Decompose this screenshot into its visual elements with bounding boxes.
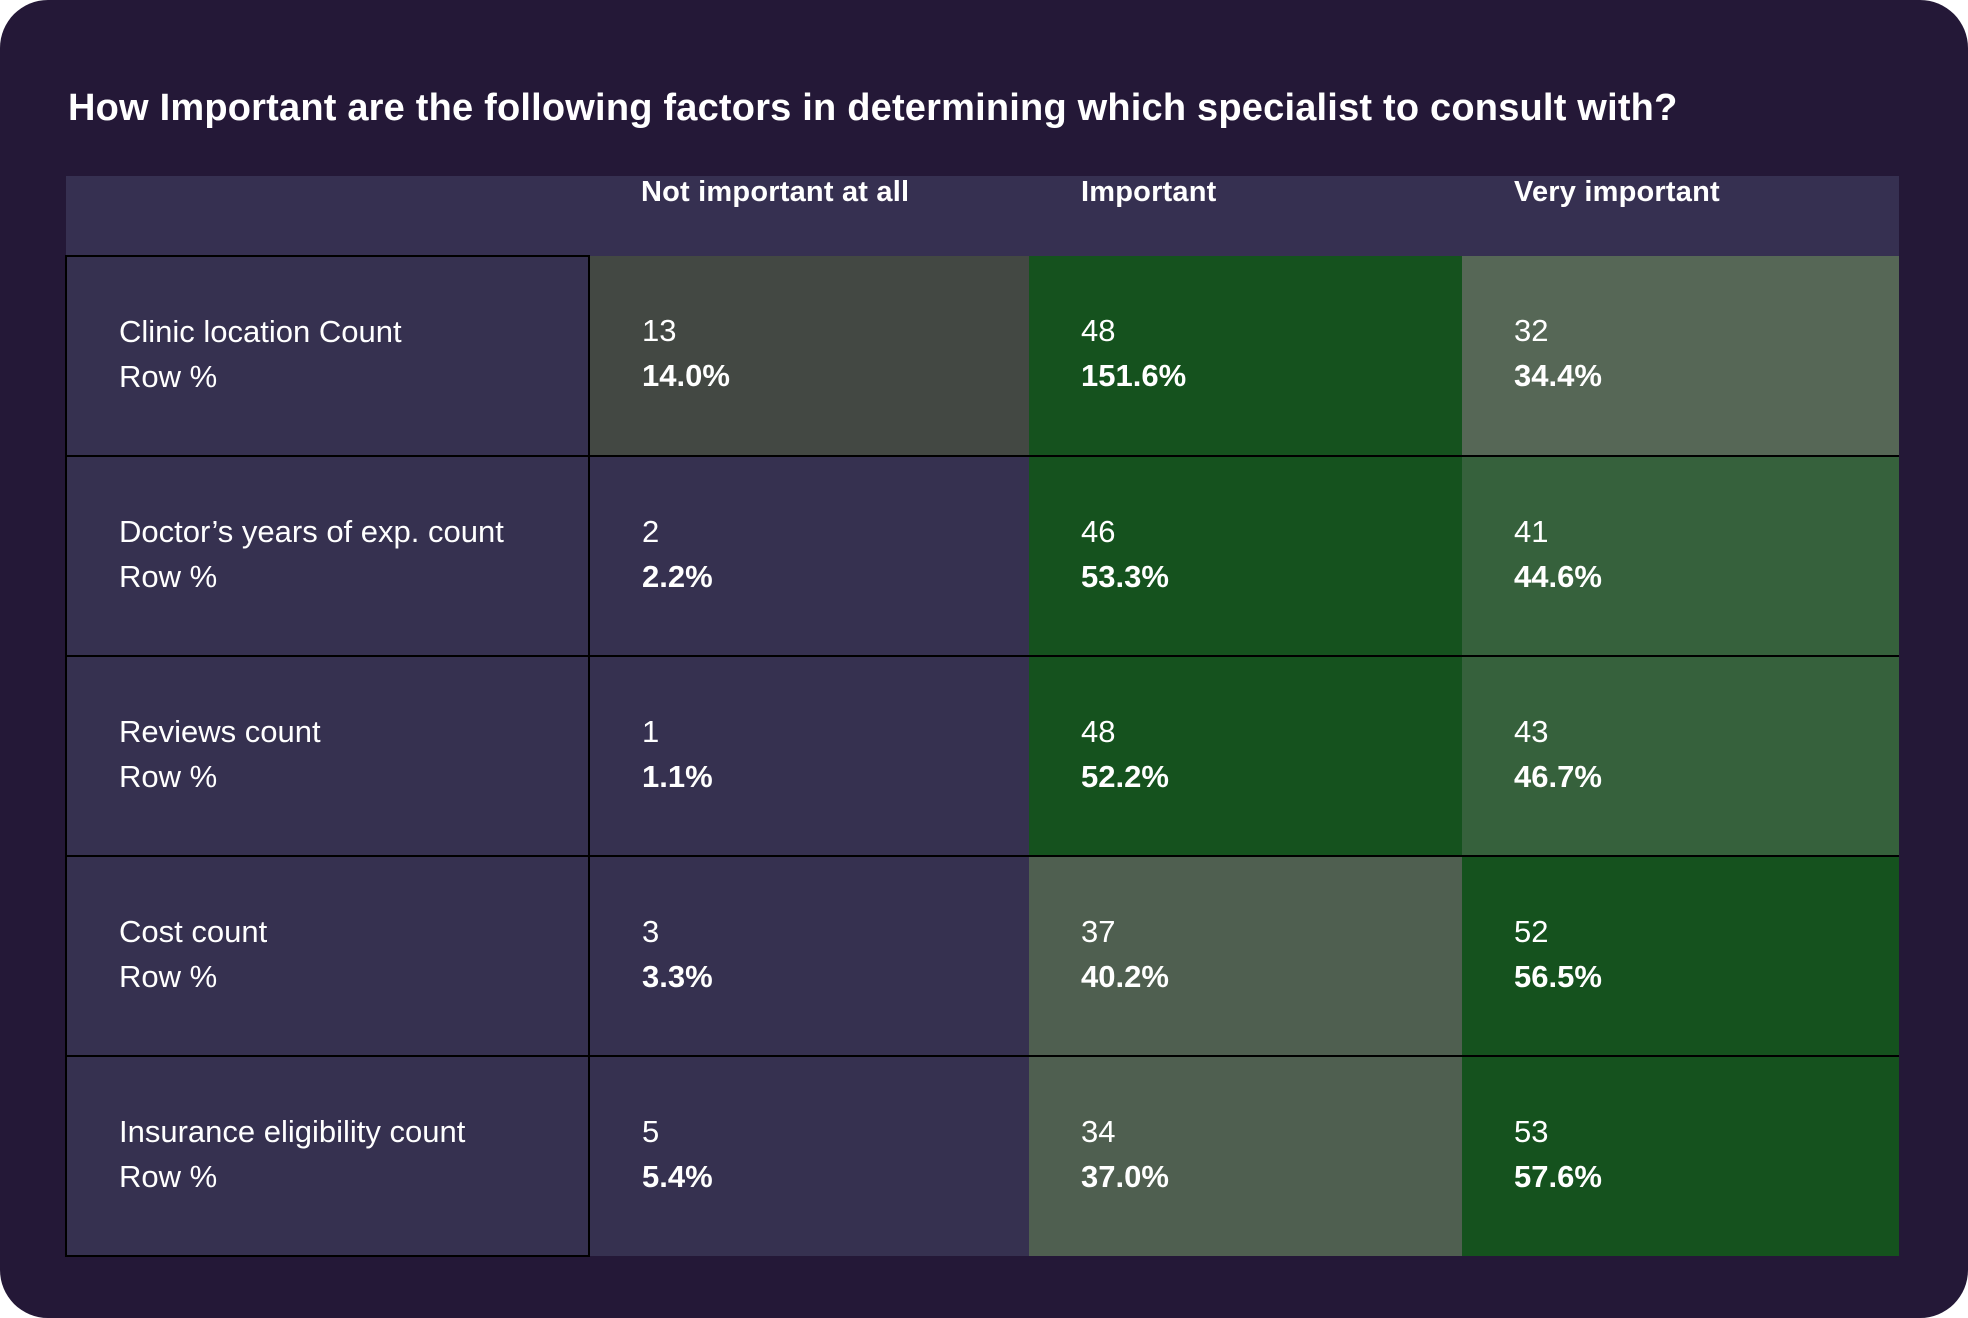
row-sublabel: Row % <box>119 959 218 994</box>
header-cell-not-important: Not important at all <box>589 176 1029 256</box>
cell-row-percent: 34.4% <box>1514 358 1602 393</box>
cell-row-percent: 5.4% <box>642 1159 713 1194</box>
header-row: Not important at all Important Very impo… <box>66 176 1899 256</box>
table-row: Clinic location Count Row % 13 14.0% 48 … <box>65 255 1899 457</box>
row-label-cell: Clinic location Count Row % <box>65 255 590 457</box>
table-row: Insurance eligibility count Row % 5 5.4%… <box>65 1055 1899 1257</box>
cell-row-percent: 46.7% <box>1514 759 1602 794</box>
cell-row-percent: 2.2% <box>642 559 713 594</box>
cell-row-percent: 1.1% <box>642 759 713 794</box>
cell-not-important: 5 5.4% <box>589 1056 1029 1256</box>
cell-count: 43 <box>1514 714 1549 749</box>
header-cell-important: Important <box>1029 176 1462 256</box>
cell-very-important: 52 56.5% <box>1462 856 1899 1057</box>
cell-row-percent: 40.2% <box>1081 959 1169 994</box>
cell-count: 48 <box>1081 313 1116 348</box>
cell-count: 46 <box>1081 514 1116 549</box>
cell-row-percent: 37.0% <box>1081 1159 1169 1194</box>
cell-important: 48 52.2% <box>1029 656 1462 857</box>
table-row: Doctor’s years of exp. count Row % 2 2.2… <box>65 455 1899 657</box>
cell-not-important: 2 2.2% <box>589 456 1029 657</box>
cell-count: 32 <box>1514 313 1549 348</box>
cell-important: 37 40.2% <box>1029 856 1462 1057</box>
row-sublabel: Row % <box>119 559 218 594</box>
row-label: Clinic location Count <box>119 314 402 349</box>
cell-important: 48 151.6% <box>1029 256 1462 457</box>
row-label-cell: Doctor’s years of exp. count Row % <box>65 455 590 657</box>
row-label-cell: Insurance eligibility count Row % <box>65 1055 590 1257</box>
cell-very-important: 41 44.6% <box>1462 456 1899 657</box>
cell-count: 53 <box>1514 1114 1549 1149</box>
cell-very-important: 53 57.6% <box>1462 1056 1899 1256</box>
row-label: Reviews count <box>119 714 321 749</box>
cell-very-important: 32 34.4% <box>1462 256 1899 457</box>
cell-important: 46 53.3% <box>1029 456 1462 657</box>
cell-not-important: 1 1.1% <box>589 656 1029 857</box>
cell-count: 48 <box>1081 714 1116 749</box>
cell-row-percent: 56.5% <box>1514 959 1602 994</box>
cell-row-percent: 44.6% <box>1514 559 1602 594</box>
cell-row-percent: 3.3% <box>642 959 713 994</box>
row-label: Insurance eligibility count <box>119 1114 466 1149</box>
survey-table-container: Not important at all Important Very impo… <box>65 176 1899 1257</box>
cell-important: 34 37.0% <box>1029 1056 1462 1256</box>
survey-results-table: Not important at all Important Very impo… <box>65 176 1899 1257</box>
cell-row-percent: 14.0% <box>642 358 730 393</box>
header-cell-very-important: Very important <box>1462 176 1899 256</box>
table-row: Cost count Row % 3 3.3% 37 40.2% 52 <box>65 855 1899 1057</box>
cell-row-percent: 53.3% <box>1081 559 1169 594</box>
cell-row-percent: 57.6% <box>1514 1159 1602 1194</box>
cell-count: 52 <box>1514 914 1549 949</box>
cell-not-important: 13 14.0% <box>589 256 1029 457</box>
cell-count: 37 <box>1081 914 1116 949</box>
cell-count: 1 <box>642 714 660 749</box>
row-label: Cost count <box>119 914 268 949</box>
row-label: Doctor’s years of exp. count <box>119 514 504 549</box>
cell-count: 2 <box>642 514 660 549</box>
cell-count: 34 <box>1081 1114 1116 1149</box>
row-sublabel: Row % <box>119 759 218 794</box>
cell-count: 3 <box>642 914 660 949</box>
row-sublabel: Row % <box>119 1159 218 1194</box>
row-sublabel: Row % <box>119 359 218 394</box>
cell-row-percent: 52.2% <box>1081 759 1169 794</box>
row-label-cell: Reviews count Row % <box>65 655 590 857</box>
cell-not-important: 3 3.3% <box>589 856 1029 1057</box>
cell-row-percent: 151.6% <box>1081 358 1187 393</box>
cell-count: 5 <box>642 1114 660 1149</box>
row-label-cell: Cost count Row % <box>65 855 590 1057</box>
page-title: How Important are the following factors … <box>68 87 1678 130</box>
cell-count: 13 <box>642 313 677 348</box>
header-cell-empty <box>66 176 589 256</box>
cell-very-important: 43 46.7% <box>1462 656 1899 857</box>
cell-count: 41 <box>1514 514 1549 549</box>
table-row: Reviews count Row % 1 1.1% 48 52.2% 43 <box>65 655 1899 857</box>
